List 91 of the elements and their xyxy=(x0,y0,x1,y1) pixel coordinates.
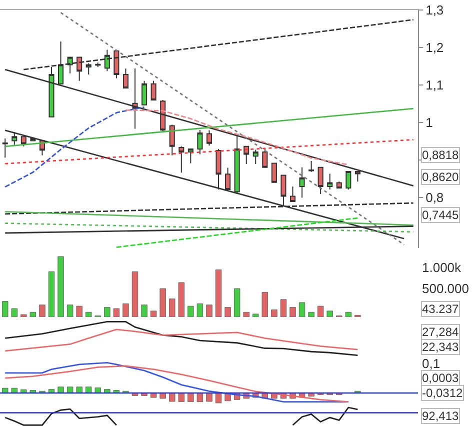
bar xyxy=(85,312,92,317)
text: 0,8620 xyxy=(422,170,460,184)
y-tick-label: 0,8 xyxy=(426,190,444,205)
line-series xyxy=(4,106,145,188)
bar xyxy=(122,303,129,317)
bar xyxy=(215,270,222,317)
bar xyxy=(290,307,296,317)
y-tick-label: 1,1 xyxy=(426,78,444,93)
candlestick xyxy=(346,171,352,190)
candlestick xyxy=(271,162,277,183)
bar xyxy=(76,386,82,394)
bar xyxy=(178,392,185,402)
candlestick xyxy=(2,138,8,158)
bar xyxy=(252,314,259,317)
candlestick xyxy=(197,129,203,155)
bar xyxy=(188,392,194,402)
bar xyxy=(188,306,194,317)
bar xyxy=(104,307,110,317)
candlestick xyxy=(318,166,324,195)
text: 0,8818 xyxy=(422,148,460,162)
bar xyxy=(160,392,166,399)
candlestick xyxy=(299,166,305,198)
y-tick-label: 1,2 xyxy=(426,40,444,56)
text: 43.237 xyxy=(422,302,460,316)
bar xyxy=(58,386,64,394)
bar xyxy=(30,312,36,317)
bar xyxy=(58,256,64,317)
bar xyxy=(168,392,176,402)
bar xyxy=(215,392,222,404)
candlestick xyxy=(262,148,268,168)
bar xyxy=(76,306,82,317)
bar xyxy=(94,388,102,394)
candlestick xyxy=(20,136,26,147)
candlestick xyxy=(244,146,250,165)
bar xyxy=(113,308,120,317)
text: 500.000 xyxy=(422,281,469,296)
text: 0,7445 xyxy=(422,208,460,222)
bar xyxy=(308,312,314,317)
text: 0,0003 xyxy=(422,371,460,385)
candlestick xyxy=(308,160,314,172)
candlestick xyxy=(336,181,342,189)
bar xyxy=(20,314,27,317)
text: 0,1 xyxy=(422,356,440,371)
bar xyxy=(345,312,352,317)
candlestick xyxy=(122,68,128,88)
bar xyxy=(150,310,157,317)
candlestick xyxy=(169,124,175,156)
bar xyxy=(243,312,250,317)
bar xyxy=(317,306,324,317)
bar xyxy=(2,301,8,317)
bar xyxy=(48,271,55,317)
bar xyxy=(66,304,74,317)
candlestick xyxy=(280,174,286,206)
bar xyxy=(206,392,212,402)
bar xyxy=(168,298,176,317)
bar xyxy=(160,288,166,317)
bar xyxy=(132,271,138,317)
bar xyxy=(224,307,231,317)
text: 22,343 xyxy=(422,340,460,354)
candlestick xyxy=(354,171,360,182)
bar xyxy=(66,386,74,394)
candlestick xyxy=(188,148,194,164)
bar xyxy=(39,304,46,317)
bar xyxy=(271,309,278,317)
line-series xyxy=(125,109,350,166)
candlestick xyxy=(206,130,212,146)
candlestick xyxy=(178,146,184,174)
bar xyxy=(262,292,268,317)
bar xyxy=(11,308,18,317)
bar xyxy=(178,282,185,317)
candlestick xyxy=(142,80,148,106)
bar xyxy=(326,310,333,317)
text: 27,284 xyxy=(422,325,460,339)
candlestick xyxy=(225,167,231,190)
y-tick-label: 1 xyxy=(426,114,433,130)
candlestick xyxy=(327,173,333,190)
bar xyxy=(196,303,204,317)
text: 1.000k xyxy=(422,260,462,275)
candlestick xyxy=(150,80,156,100)
text: 92,413 xyxy=(422,409,460,423)
bar xyxy=(234,288,240,317)
bar xyxy=(298,302,306,317)
y-tick-label: 1,3 xyxy=(426,2,444,18)
bar xyxy=(141,304,148,317)
bar xyxy=(280,299,287,317)
candlestick xyxy=(252,149,258,165)
bar xyxy=(206,304,212,317)
candlestick xyxy=(216,148,222,190)
bar xyxy=(85,386,92,394)
candlestick xyxy=(290,186,296,202)
text: -0,0312 xyxy=(422,386,464,400)
